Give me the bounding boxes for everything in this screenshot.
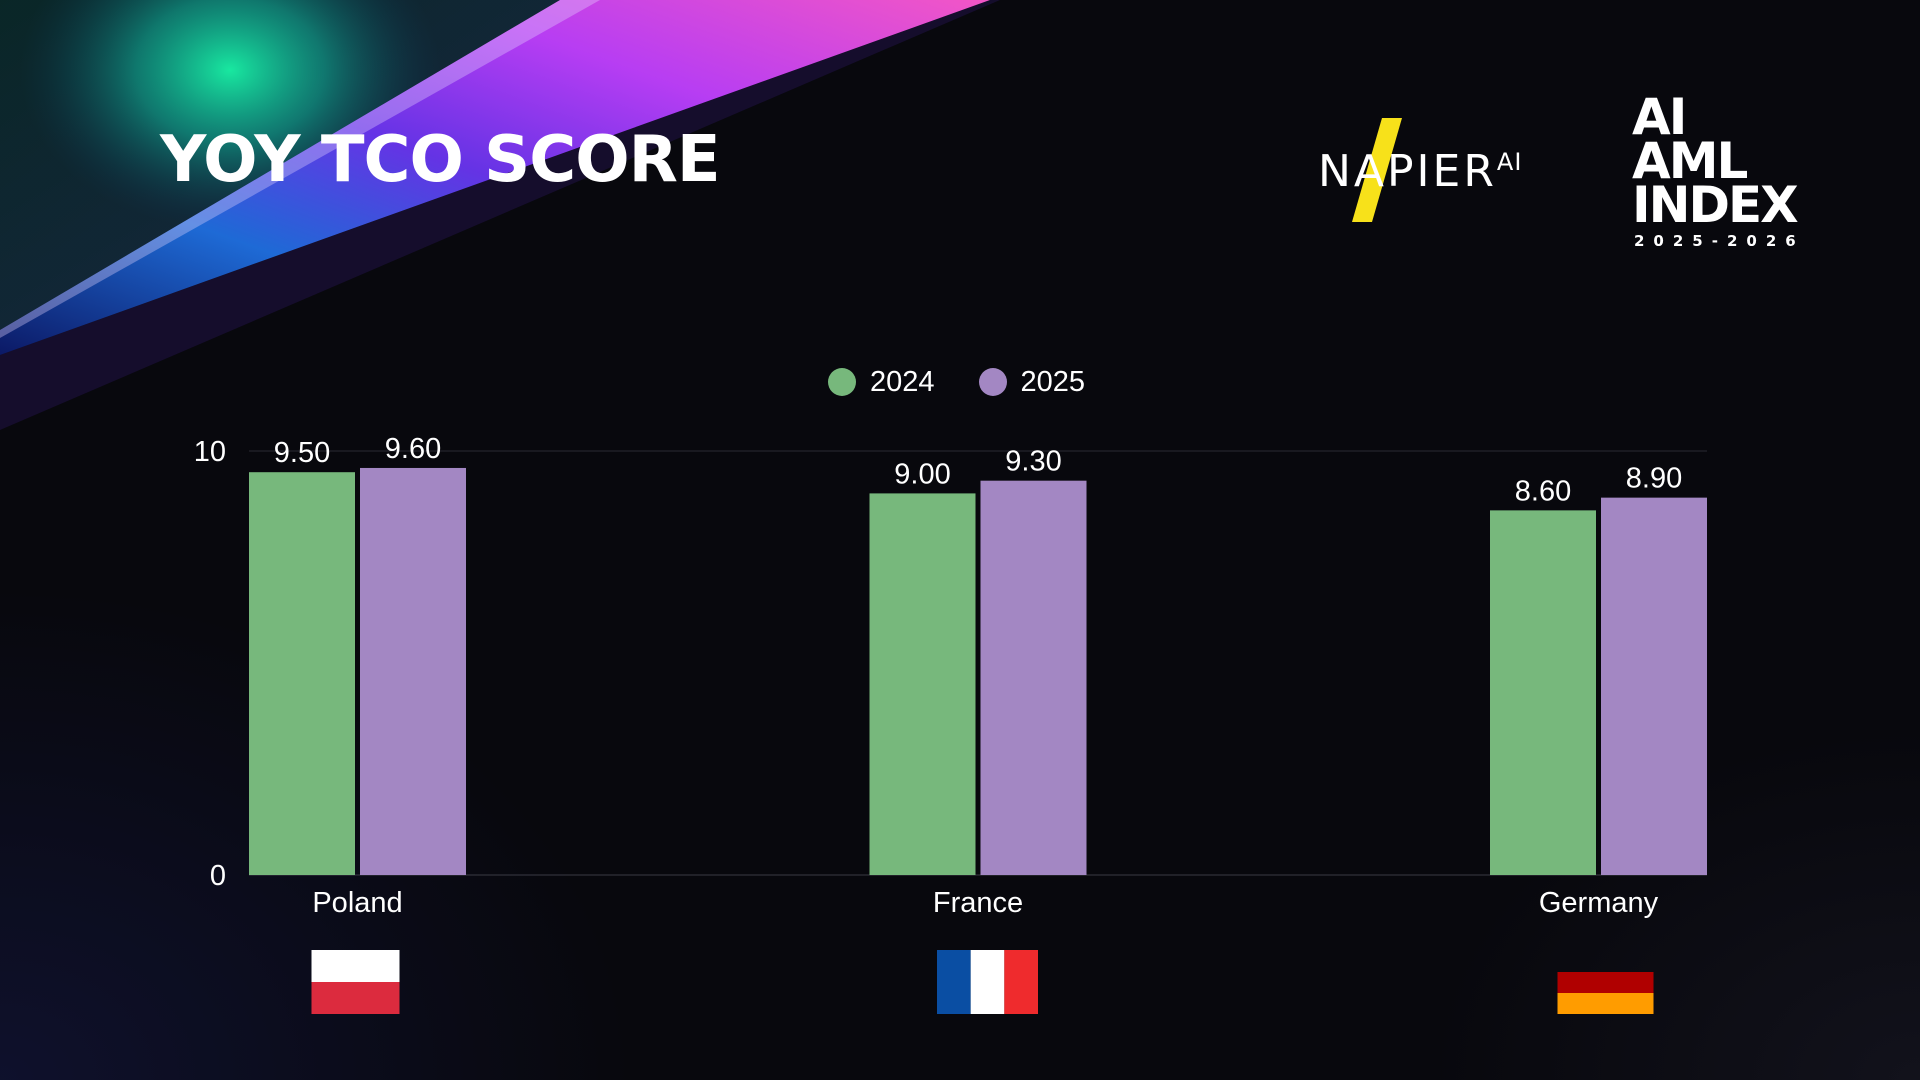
poland-flag-red-stripe: [311, 982, 400, 1014]
x-tick-label-france: France: [933, 887, 1023, 919]
bar-france-2024: [869, 493, 976, 875]
x-tick-label-germany: Germany: [1539, 887, 1659, 919]
legend-swatch-2025: [978, 368, 1007, 396]
data-label-poland-2024: 9.50: [274, 437, 330, 469]
napier-wordmark-superscript: AI: [1496, 148, 1523, 176]
ai-aml-index-logo: AI AML INDEX 2025-2026: [1632, 92, 1812, 252]
legend-label-2024: 2024: [870, 365, 935, 398]
y-tick-label-10: 10: [194, 436, 226, 468]
y-tick-label-0: 0: [210, 860, 226, 892]
napier-slash-icon: [1352, 118, 1402, 222]
x-tick-label-poland: Poland: [312, 887, 402, 919]
data-label-germany-2024: 8.60: [1515, 475, 1571, 507]
legend-item-2024: 2024: [828, 366, 935, 399]
bar-france-2025: [980, 480, 1087, 875]
france-flag-red-stripe: [1004, 950, 1038, 1014]
napier-wordmark-text: NAPIER: [1318, 146, 1497, 197]
index-logo-line-aml: AML: [1632, 132, 1748, 190]
napier-wordmark: NAPIERAI: [1318, 150, 1522, 194]
france-flag-white-stripe: [970, 950, 1005, 1014]
napier-ai-logo: NAPIERAI: [1318, 118, 1572, 222]
bar-germany-2025: [1601, 497, 1707, 875]
data-label-poland-2025: 9.60: [385, 433, 441, 465]
germany-flag-gold-stripe: [1557, 993, 1654, 1014]
index-logo-line-index: INDEX: [1632, 176, 1799, 234]
legend-swatch-2024: [828, 368, 856, 396]
bar-germany-2024: [1490, 510, 1596, 875]
legend-label-2025: 2025: [1020, 365, 1086, 398]
index-logo-line-ai: AI: [1632, 88, 1687, 146]
legend-item-2025: 2025: [978, 365, 1086, 399]
bar-poland-2024: [249, 472, 355, 875]
slide-title: YOY TCO SCORE: [160, 123, 721, 197]
france-flag: [937, 950, 971, 1014]
data-label-france-2024: 9.00: [894, 458, 950, 490]
germany-flag: [1557, 972, 1654, 993]
index-logo-years: 2025-2026: [1634, 232, 1805, 250]
chart-legend: 2024 2025: [828, 366, 1129, 398]
bar-poland-2025: [360, 467, 466, 875]
poland-flag: [311, 950, 400, 982]
data-label-france-2025: 9.30: [1005, 446, 1061, 478]
data-label-germany-2025: 8.90: [1626, 463, 1682, 495]
